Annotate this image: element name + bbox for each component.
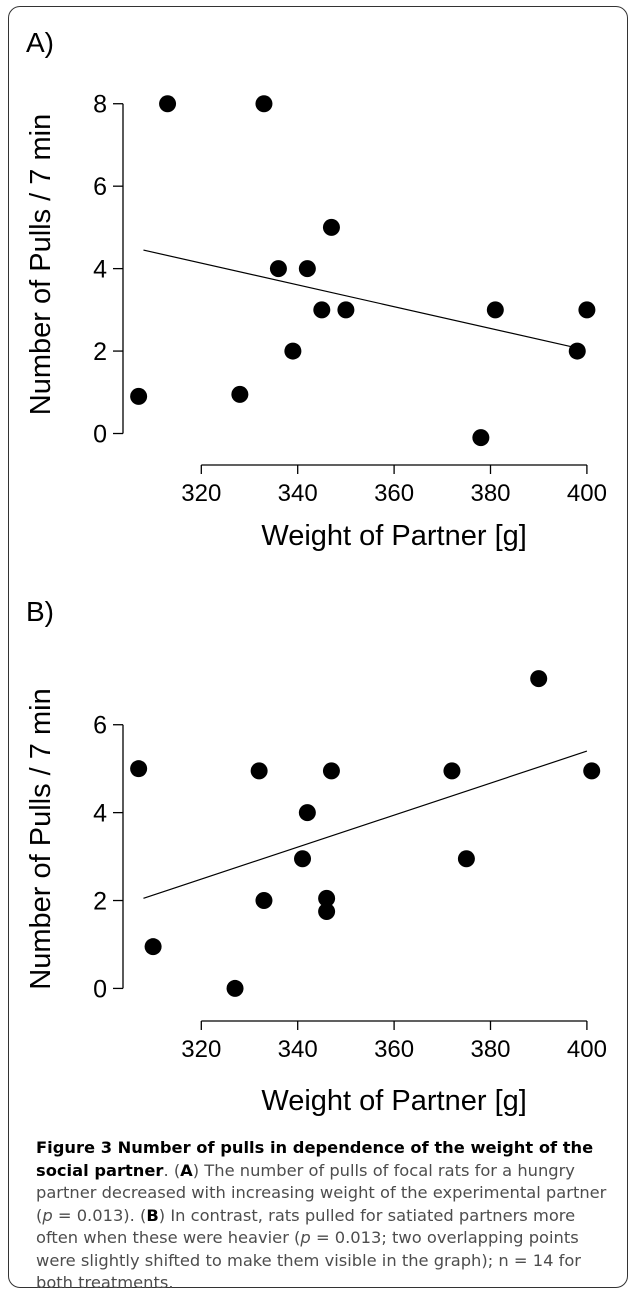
data-point — [457, 850, 475, 868]
data-point — [583, 762, 601, 780]
data-point — [255, 95, 273, 113]
panel-label: B) — [26, 596, 54, 627]
caption-text: ) The number of pulls of focal rats for … — [36, 1160, 607, 1225]
x-axis-title: Weight of Partner [g] — [261, 1085, 526, 1117]
data-point — [298, 804, 316, 822]
data-point — [443, 762, 461, 780]
x-axis-title: Weight of Partner [g] — [261, 520, 526, 552]
data-point — [322, 218, 340, 236]
y-axis-title: Number of Pulls / 7 min — [25, 114, 57, 415]
y-tick-label: 8 — [93, 91, 107, 119]
data-point — [294, 850, 312, 868]
data-point — [250, 762, 268, 780]
y-axis-title: Number of Pulls / 7 min — [25, 688, 57, 989]
caption-text: = 0.013). ( — [52, 1205, 147, 1225]
y-tick-label: 0 — [93, 421, 107, 449]
data-point — [568, 342, 586, 360]
data-point — [269, 260, 287, 278]
data-point — [226, 979, 244, 997]
caption-text: . ( — [163, 1160, 181, 1180]
caption-p-symbol: p — [300, 1228, 311, 1247]
scatter-chart-b: B) 0 2 4 6 320 340 360 380 400 Weight of Partner [… — [25, 596, 607, 1117]
y-tick-label: 6 — [93, 712, 107, 740]
data-point — [578, 301, 596, 319]
data-point — [486, 301, 504, 319]
data-point — [130, 387, 148, 405]
y-tick-label: 2 — [93, 888, 107, 916]
x-tick-label: 380 — [470, 1036, 510, 1063]
caption-ref-a: A — [180, 1160, 193, 1180]
x-tick-label: 360 — [374, 480, 414, 507]
caption-text: ) In contrast, rats pulled for satiated … — [36, 1205, 576, 1248]
data-point — [318, 903, 336, 921]
caption-ref-b: B — [146, 1205, 159, 1225]
data-point — [255, 892, 273, 910]
data-point — [298, 260, 316, 278]
caption-p-symbol: p — [42, 1205, 53, 1225]
data-point — [130, 760, 148, 778]
y-tick-label: 4 — [93, 256, 107, 284]
x-tick-label: 400 — [567, 1036, 607, 1063]
scatter-chart-a: A) 0 2 4 6 8 320 340 360 380 400 Weight of Partner … — [25, 27, 607, 552]
trend-line — [143, 249, 573, 348]
x-tick-label: 320 — [181, 1036, 221, 1063]
panel-label: A) — [26, 27, 54, 58]
caption-text: = 0.013; two overlapping points were sli… — [36, 1228, 581, 1292]
caption-title: Figure 3 Number of pulls in dependence o… — [36, 1138, 594, 1180]
figure-frame — [8, 6, 628, 1288]
y-tick-label: 6 — [93, 173, 107, 201]
figure-caption: Figure 3 Number of pulls in dependence o… — [36, 1137, 616, 1295]
data-point — [322, 762, 340, 780]
y-tick-label: 0 — [93, 975, 107, 1003]
trend-line — [143, 750, 588, 899]
y-tick-label: 2 — [93, 338, 107, 366]
x-tick-label: 400 — [567, 480, 607, 507]
data-point — [284, 342, 302, 360]
x-tick-label: 360 — [374, 1036, 414, 1063]
data-point — [144, 938, 162, 956]
data-point — [472, 429, 490, 447]
data-point — [337, 301, 355, 319]
x-tick-label: 380 — [470, 480, 510, 507]
x-tick-label: 340 — [278, 480, 318, 507]
data-point — [159, 95, 177, 113]
data-point — [313, 301, 331, 319]
data-point — [231, 385, 249, 403]
x-tick-label: 320 — [181, 480, 221, 507]
y-tick-label: 4 — [93, 800, 107, 828]
data-point — [530, 670, 548, 688]
data-point — [318, 889, 336, 907]
x-tick-label: 340 — [278, 1036, 318, 1063]
